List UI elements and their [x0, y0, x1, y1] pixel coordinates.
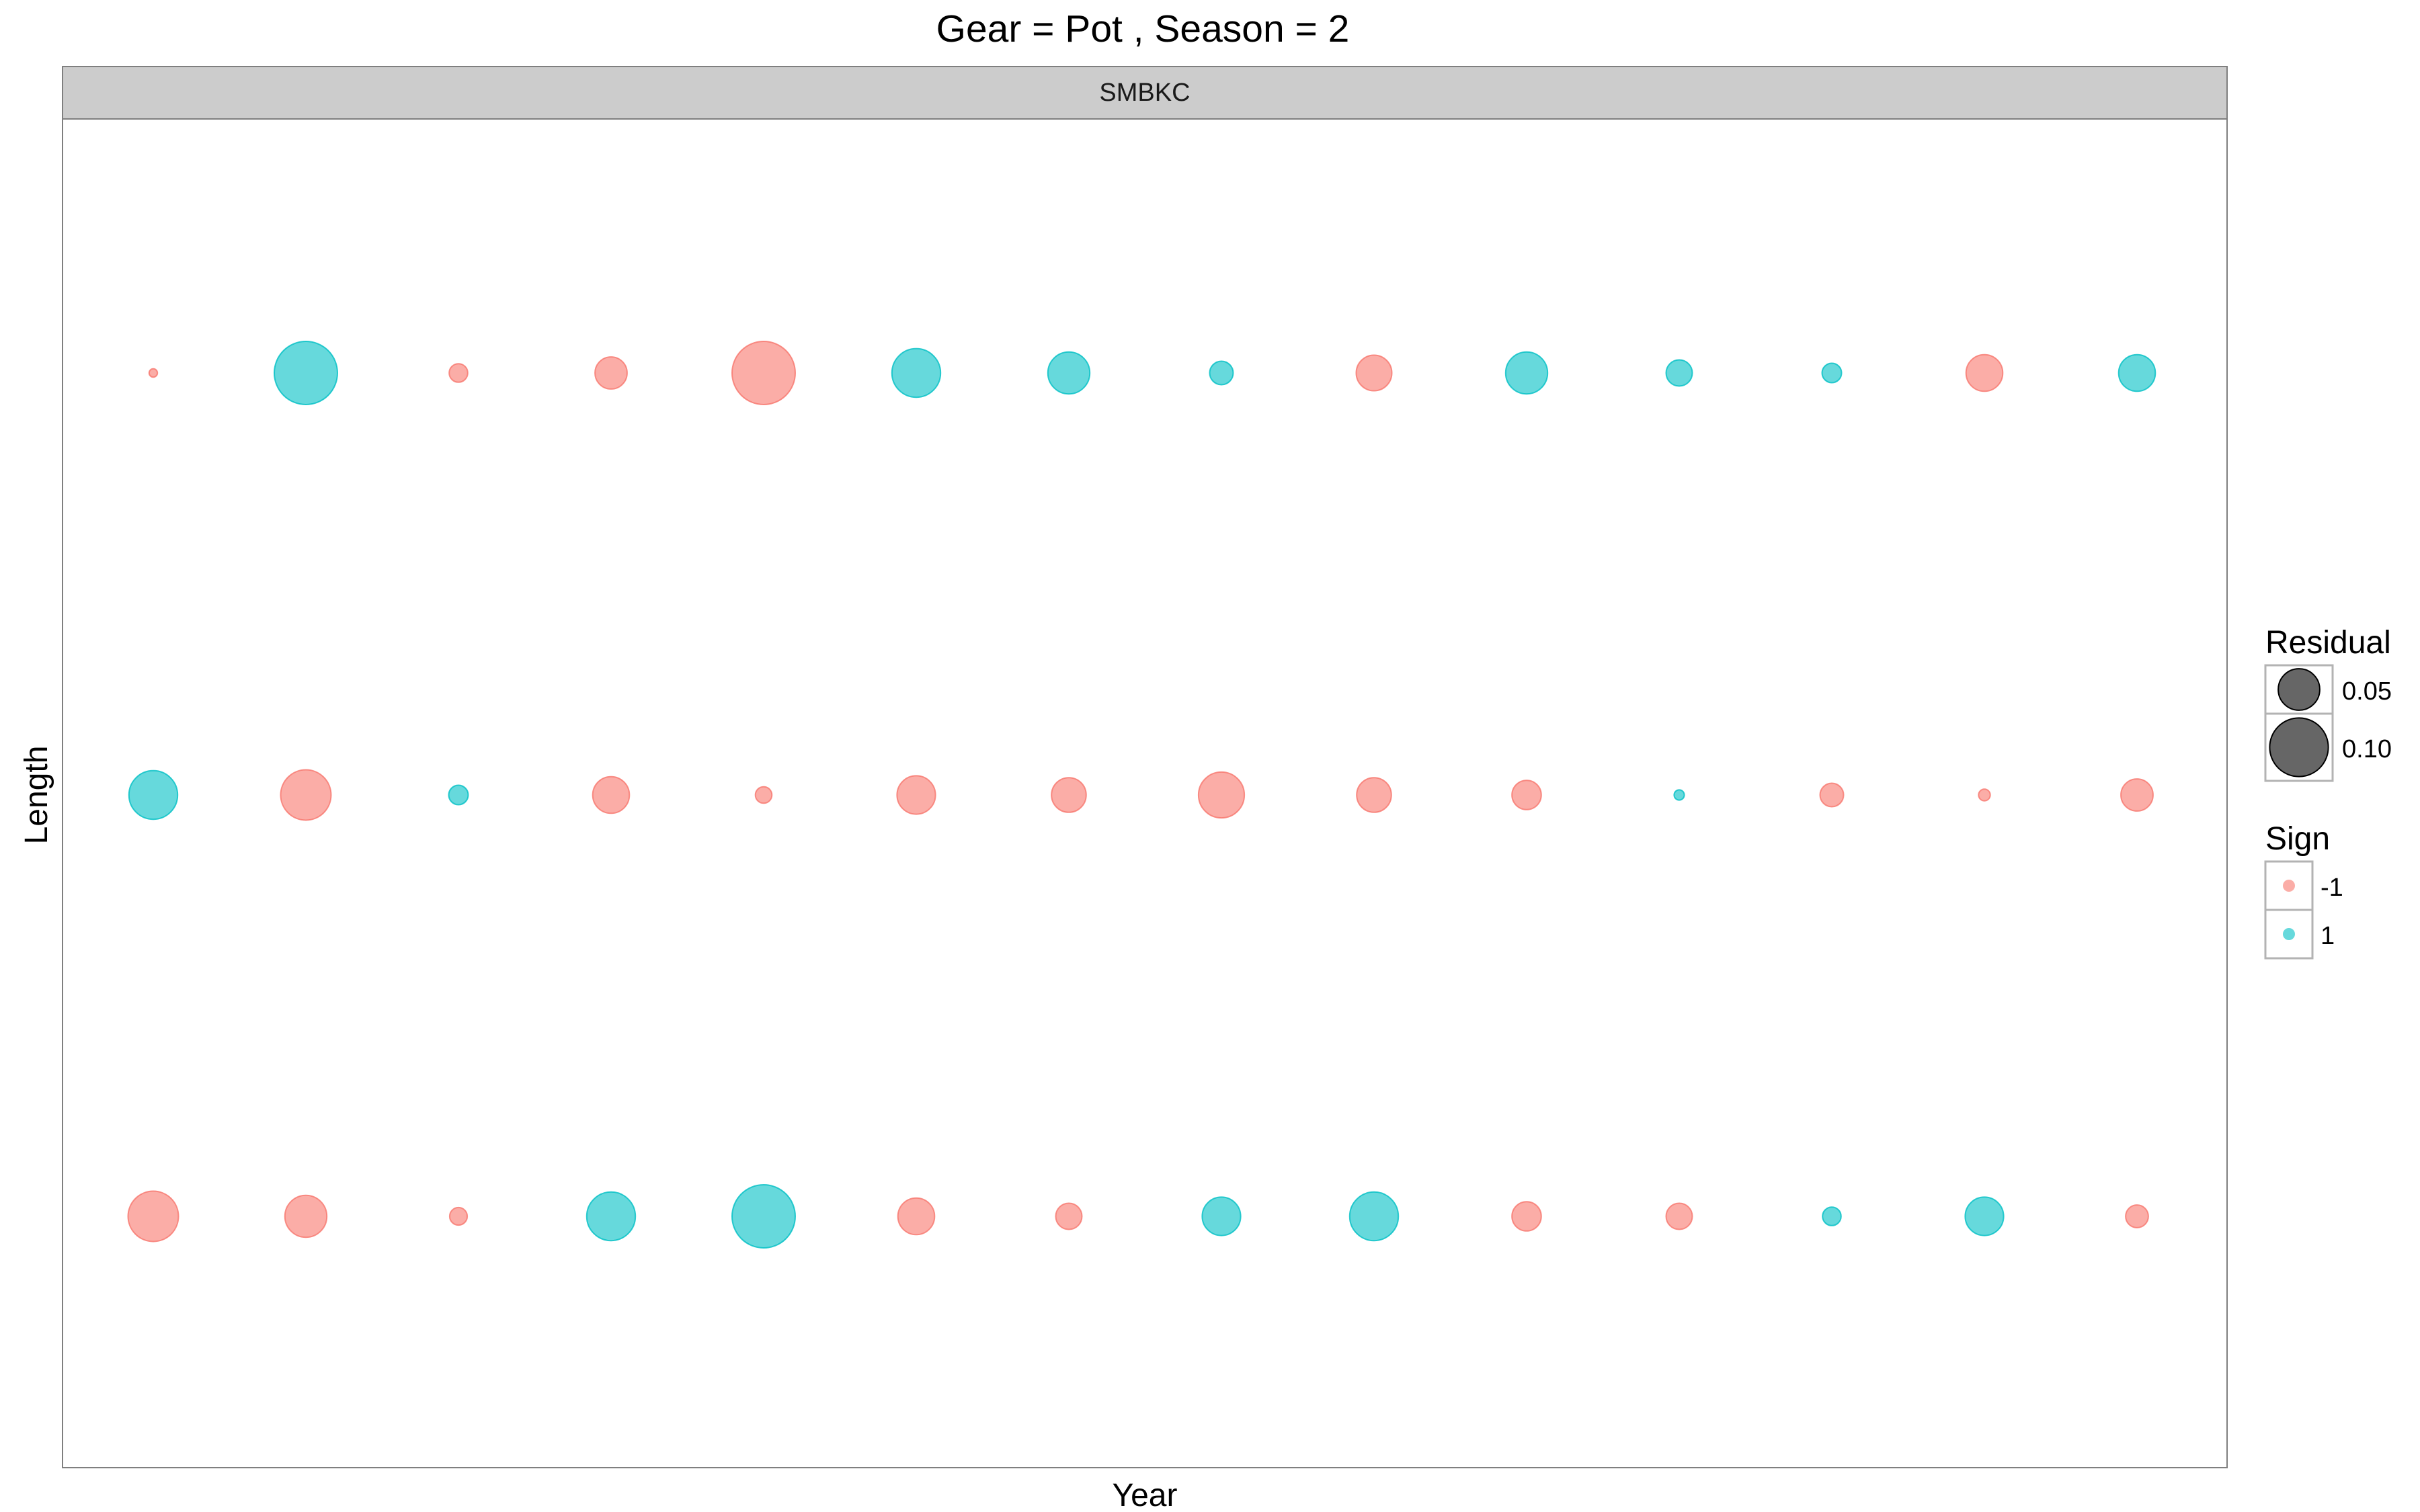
bubble-point-bin2-x10 [1511, 780, 1542, 810]
bubble-point-bin2-x4 [592, 775, 631, 814]
bubble-point-bin2-x5 [754, 786, 773, 804]
color-legend-label-2: 1 [2321, 922, 2335, 950]
size-legend-marker-2 [2269, 717, 2329, 778]
bubble-point-bin1-x10 [1511, 1201, 1542, 1232]
y-axis-label: Length [19, 746, 54, 845]
bubble-point-bin3-x5 [731, 341, 796, 405]
color-legend-label-1: -1 [2321, 874, 2343, 902]
bubble-point-bin1-x13 [1964, 1196, 2005, 1236]
bubble-point-bin1-x3 [448, 1206, 469, 1226]
bubble-point-bin2-x13 [1978, 788, 1991, 802]
bubble-point-bin3-x6 [891, 347, 942, 398]
bubble-point-bin1-x6 [897, 1197, 936, 1236]
bubble-point-bin2-x8 [1197, 771, 1246, 819]
x-axis-label: Year [1113, 1478, 1178, 1512]
size-legend-title: Residual [2265, 625, 2391, 661]
bubble-point-bin3-x2 [274, 341, 338, 405]
bubble-point-bin2-x6 [896, 775, 936, 815]
bubble-point-bin3-x12 [1821, 362, 1843, 384]
bubble-point-bin3-x9 [1355, 354, 1393, 392]
bubble-point-bin1-x5 [731, 1184, 796, 1249]
bubble-point-bin2-x3 [448, 784, 469, 806]
bubble-point-bin2-x11 [1673, 789, 1685, 801]
bubble-point-bin2-x1 [128, 769, 179, 821]
bubble-point-bin2-x14 [2120, 778, 2154, 812]
color-legend-key-1 [2264, 860, 2314, 911]
bubble-point-bin3-x1 [148, 368, 159, 378]
color-legend: Sign -1 1 [2264, 821, 2343, 960]
bubble-point-bin1-x1 [127, 1190, 179, 1243]
bubble-point-bin1-x14 [2125, 1204, 2149, 1228]
chart-title: Gear = Pot , Season = 2 [936, 7, 1350, 50]
color-legend-title: Sign [2265, 821, 2330, 857]
color-legend-marker-2 [2283, 928, 2295, 940]
bubble-point-bin2-x12 [1819, 782, 1845, 808]
facet-strip-label: SMBKC [1099, 79, 1190, 107]
bubble-point-bin3-x7 [1047, 351, 1091, 395]
size-legend-marker-1 [2277, 668, 2321, 711]
bubble-point-bin1-x2 [284, 1194, 328, 1238]
bubble-point-bin1-x8 [1201, 1196, 1242, 1236]
bubble-point-bin2-x2 [280, 769, 332, 821]
bubble-points [127, 341, 2156, 1249]
color-legend-marker-1 [2283, 880, 2295, 892]
bubble-point-bin1-x7 [1055, 1202, 1083, 1230]
bubble-point-bin2-x9 [1356, 777, 1392, 813]
bubble-point-bin3-x13 [1965, 353, 2004, 392]
facet-strip [62, 66, 2228, 120]
bubble-point-bin3-x10 [1504, 351, 1549, 395]
plot-panel [62, 118, 2228, 1468]
bubble-point-bin2-x7 [1051, 777, 1087, 813]
bubble-point-bin3-x8 [1209, 360, 1234, 386]
bubble-point-bin1-x9 [1348, 1191, 1400, 1242]
size-legend-label-2: 0.10 [2342, 735, 2392, 763]
bubble-point-bin3-x14 [2118, 353, 2156, 392]
size-legend-label-1: 0.05 [2342, 677, 2392, 706]
bubble-point-bin3-x11 [1665, 359, 1693, 387]
bubble-point-bin1-x11 [1665, 1202, 1693, 1230]
bubble-point-bin3-x4 [594, 356, 628, 390]
color-legend-key-2 [2264, 909, 2314, 960]
size-legend: Residual 0.05 0.10 [2264, 625, 2392, 782]
bubble-point-bin1-x4 [586, 1191, 637, 1242]
bubble-point-bin1-x12 [1822, 1206, 1842, 1226]
bubble-point-bin3-x3 [448, 363, 469, 383]
